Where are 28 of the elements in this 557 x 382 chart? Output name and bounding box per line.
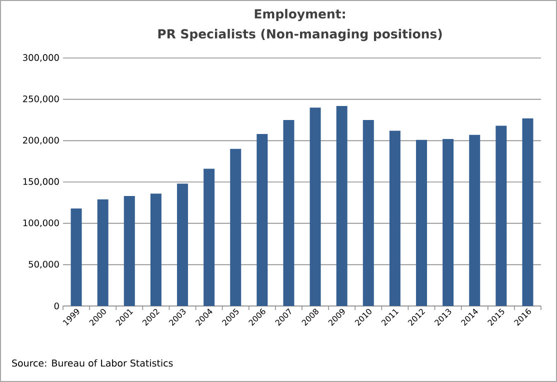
y-tick-label: 250,000 [23,95,59,104]
chart-title: Employment: [254,8,345,22]
bar [496,126,507,306]
bar [362,120,374,306]
bar [230,148,242,306]
bar [310,108,321,306]
bar [442,139,454,306]
bar [256,134,268,306]
source-note: Source: Bureau of Labor Statistics [12,359,173,367]
bar [283,120,294,306]
bar [70,208,82,306]
bar [97,199,108,306]
bar [150,194,162,306]
bar [416,140,428,306]
bar [124,196,135,306]
y-tick-label: 0 [54,302,59,310]
bar [204,168,215,306]
bar [522,118,534,306]
chart-subtitle: PR Specialists (Non-managing positions) [158,28,442,42]
bar [177,184,188,306]
y-tick-label: 200,000 [23,136,59,145]
bar [469,134,480,306]
bar [336,106,348,306]
y-tick-label: 100,000 [23,219,59,228]
y-tick-label: 300,000 [23,54,59,62]
bar [389,130,400,306]
y-tick-label: 150,000 [23,178,59,186]
y-tick-label: 50,000 [28,260,59,269]
